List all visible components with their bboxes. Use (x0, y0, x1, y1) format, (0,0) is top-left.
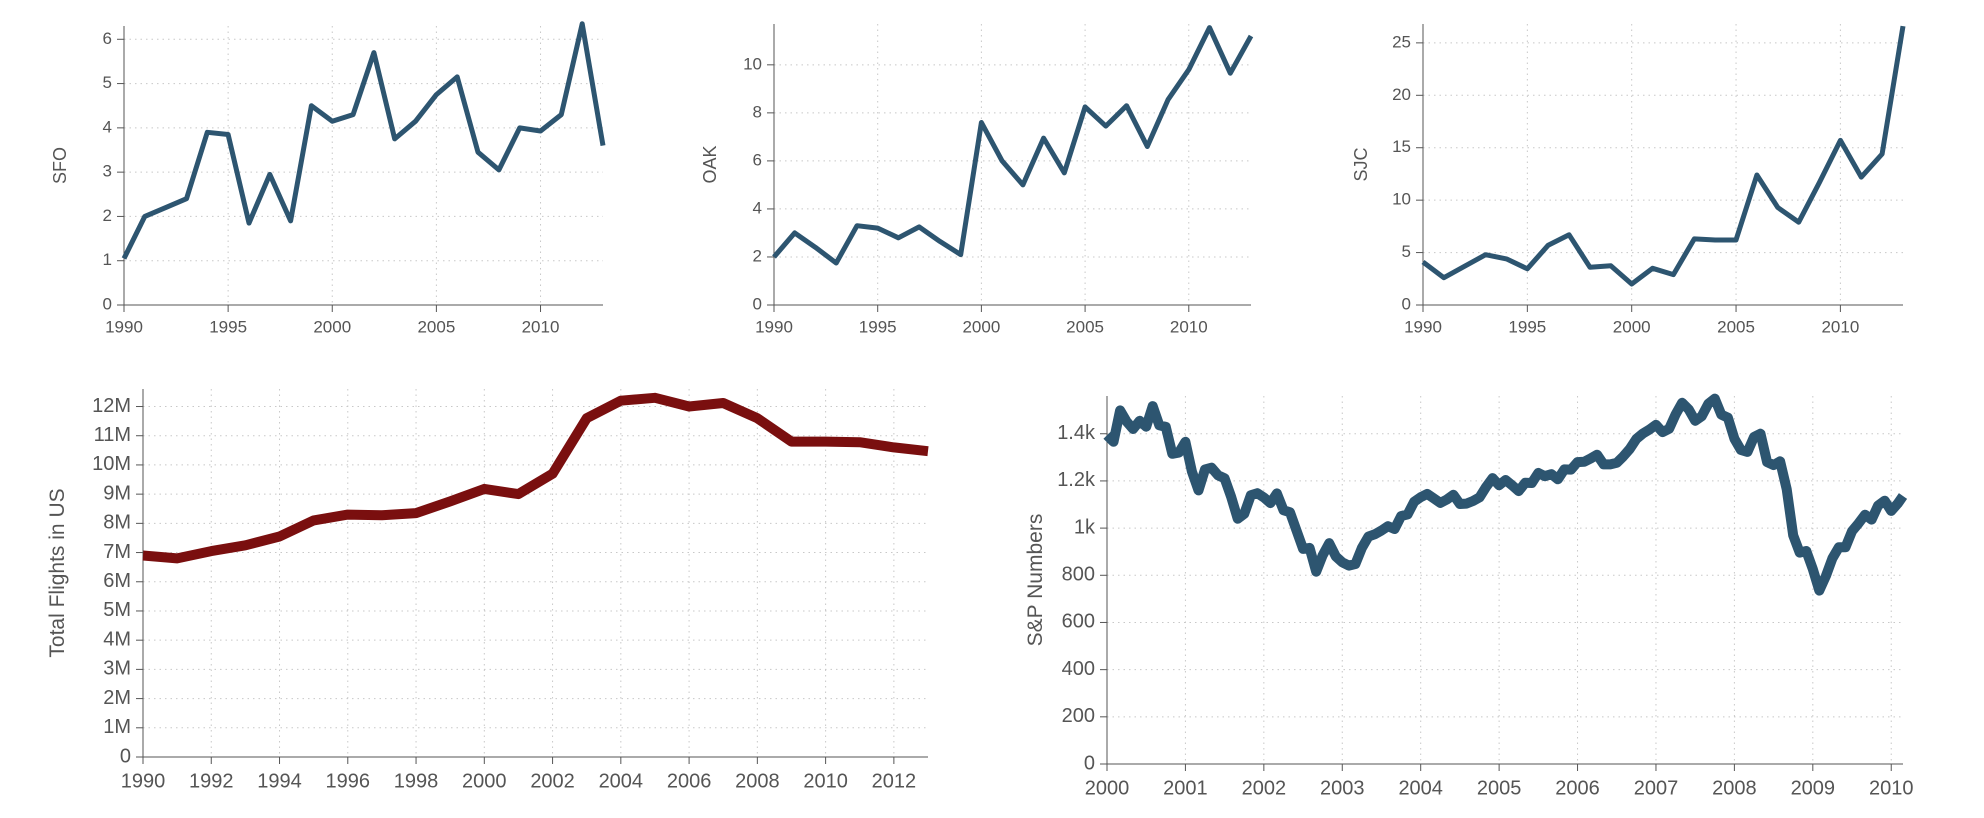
us-flights-x-tick-label: 1996 (326, 770, 371, 792)
sp-numbers-x-tick-label: 2008 (1712, 777, 1757, 799)
us-flights-y-tick-label: 10M (92, 453, 131, 475)
sfo-y-tick-label: 0 (103, 294, 112, 313)
sfo-x-tick-label: 1990 (105, 317, 143, 336)
sfo-x-tick-label: 2000 (313, 317, 351, 336)
us-flights-y-tick-label: 9M (103, 482, 131, 504)
us-flights-y-tick-label: 5M (103, 599, 131, 621)
us-flights-x-tick-label: 2006 (667, 770, 712, 792)
us-flights-chart: 1990 1992 1994 1996 1998 2000 2002 2004 2006 2008… (46, 389, 929, 792)
us-flights-y-tick-label: 12M (92, 395, 131, 417)
sfo-y-tick-label: 6 (103, 29, 112, 48)
sp-numbers-x-tick-label: 2005 (1477, 777, 1522, 799)
sfo-x-tick-label: 2010 (522, 317, 560, 336)
sp-numbers-x-tick-label: 2001 (1163, 777, 1208, 799)
us-flights-y-tick-label: 6M (103, 570, 131, 592)
sp-numbers-x-tick-label: 2000 (1085, 777, 1130, 799)
sfo-chart: 1990 1995 2000 2005 2010 0 1 2 3 4 5 6 SFO (50, 21, 606, 336)
sfo-series-line (121, 21, 606, 260)
sjc-x-tick-label: 1990 (1404, 317, 1442, 336)
us-flights-x-tick-label: 2002 (530, 770, 575, 792)
us-flights-y-tick-label: 11M (94, 424, 131, 446)
oak-x-tick-label: 1990 (755, 317, 793, 336)
sp-numbers-y-axis-title: S&P Numbers (1024, 514, 1047, 647)
sp-numbers-chart: 2000 2001 2002 2003 2004 2005 2006 2007 2008 2009… (1024, 393, 1914, 799)
us-flights-y-tick-label: 1M (103, 716, 131, 738)
sjc-y-tick-label: 5 (1402, 242, 1411, 261)
sjc-y-tick-label: 15 (1392, 137, 1411, 156)
us-flights-y-tick-label: 4M (103, 628, 131, 650)
sp-numbers-x-tick-label: 2002 (1242, 777, 1287, 799)
sfo-y-tick-label: 2 (103, 206, 112, 225)
oak-y-tick-label: 2 (753, 246, 762, 265)
sp-numbers-y-tick-label: 600 (1062, 611, 1095, 633)
sjc-y-tick-label: 0 (1402, 294, 1411, 313)
sjc-y-tick-label: 25 (1392, 32, 1411, 51)
oak-x-tick-label: 1995 (859, 317, 897, 336)
oak-x-tick-label: 2005 (1066, 317, 1104, 336)
sp-numbers-x-tick-label: 2003 (1320, 777, 1365, 799)
sjc-x-tick-label: 1995 (1508, 317, 1546, 336)
sp-numbers-y-tick-label: 1.4k (1057, 422, 1096, 444)
sfo-y-axis-title: SFO (50, 147, 70, 184)
us-flights-y-tick-label: 7M (103, 541, 131, 563)
us-flights-x-tick-label: 1992 (189, 770, 234, 792)
us-flights-series-line (142, 392, 929, 564)
sfo-x-tick-label: 2005 (417, 317, 455, 336)
sp-numbers-series-line (1103, 393, 1908, 596)
us-flights-x-tick-label: 2010 (803, 770, 848, 792)
us-flights-x-tick-label: 1994 (257, 770, 302, 792)
sjc-y-tick-label: 10 (1392, 190, 1411, 209)
sp-numbers-x-tick-label: 2006 (1555, 777, 1600, 799)
us-flights-y-axis-title: Total Flights in US (46, 488, 69, 657)
sjc-x-tick-label: 2010 (1821, 317, 1859, 336)
sfo-y-tick-label: 4 (103, 117, 112, 136)
sp-numbers-x-tick-label: 2010 (1869, 777, 1914, 799)
us-flights-x-tick-label: 2004 (599, 770, 644, 792)
sfo-y-tick-label: 3 (103, 162, 112, 181)
oak-y-tick-label: 4 (753, 198, 762, 217)
oak-chart: 1990 1995 2000 2005 2010 0 2 4 6 8 10 OAK (700, 24, 1254, 336)
us-flights-y-tick-label: 0 (120, 745, 131, 767)
sp-numbers-x-tick-label: 2004 (1398, 777, 1443, 799)
oak-series-line (772, 25, 1254, 266)
oak-x-tick-label: 2000 (962, 317, 1000, 336)
sp-numbers-y-tick-label: 0 (1084, 752, 1095, 774)
sp-numbers-x-tick-label: 2007 (1634, 777, 1679, 799)
oak-y-axis-title: OAK (700, 145, 720, 183)
sfo-x-tick-label: 1995 (209, 317, 247, 336)
us-flights-x-tick-label: 2012 (872, 770, 917, 792)
sjc-x-tick-label: 2000 (1613, 317, 1651, 336)
sfo-y-tick-label: 1 (103, 250, 112, 269)
sp-numbers-y-tick-label: 800 (1062, 564, 1095, 586)
sp-numbers-x-tick-label: 2009 (1791, 777, 1836, 799)
sfo-y-tick-label: 5 (103, 73, 112, 92)
us-flights-x-tick-label: 1998 (394, 770, 439, 792)
sjc-y-tick-label: 20 (1392, 85, 1411, 104)
sp-numbers-y-tick-label: 200 (1062, 705, 1095, 727)
sp-numbers-y-tick-label: 1k (1074, 516, 1096, 538)
oak-y-tick-label: 6 (753, 150, 762, 169)
oak-y-tick-label: 8 (753, 102, 762, 121)
oak-y-tick-label: 10 (743, 54, 762, 73)
us-flights-x-tick-label: 2000 (462, 770, 507, 792)
us-flights-x-tick-label: 2008 (735, 770, 780, 792)
sjc-series-line (1421, 25, 1906, 287)
oak-x-tick-label: 2010 (1170, 317, 1208, 336)
us-flights-x-tick-label: 1990 (121, 770, 166, 792)
us-flights-y-tick-label: 8M (103, 512, 131, 534)
sp-numbers-y-tick-label: 1.2k (1057, 469, 1096, 491)
us-flights-y-tick-label: 2M (103, 687, 131, 709)
sp-numbers-y-tick-label: 400 (1062, 658, 1095, 680)
sjc-chart: 1990 1995 2000 2005 2010 0 5 10 15 20 25 SJC (1351, 24, 1906, 336)
us-flights-y-tick-label: 3M (103, 658, 131, 680)
oak-y-tick-label: 0 (753, 294, 762, 313)
sjc-y-axis-title: SJC (1351, 147, 1371, 181)
sjc-x-tick-label: 2005 (1717, 317, 1755, 336)
